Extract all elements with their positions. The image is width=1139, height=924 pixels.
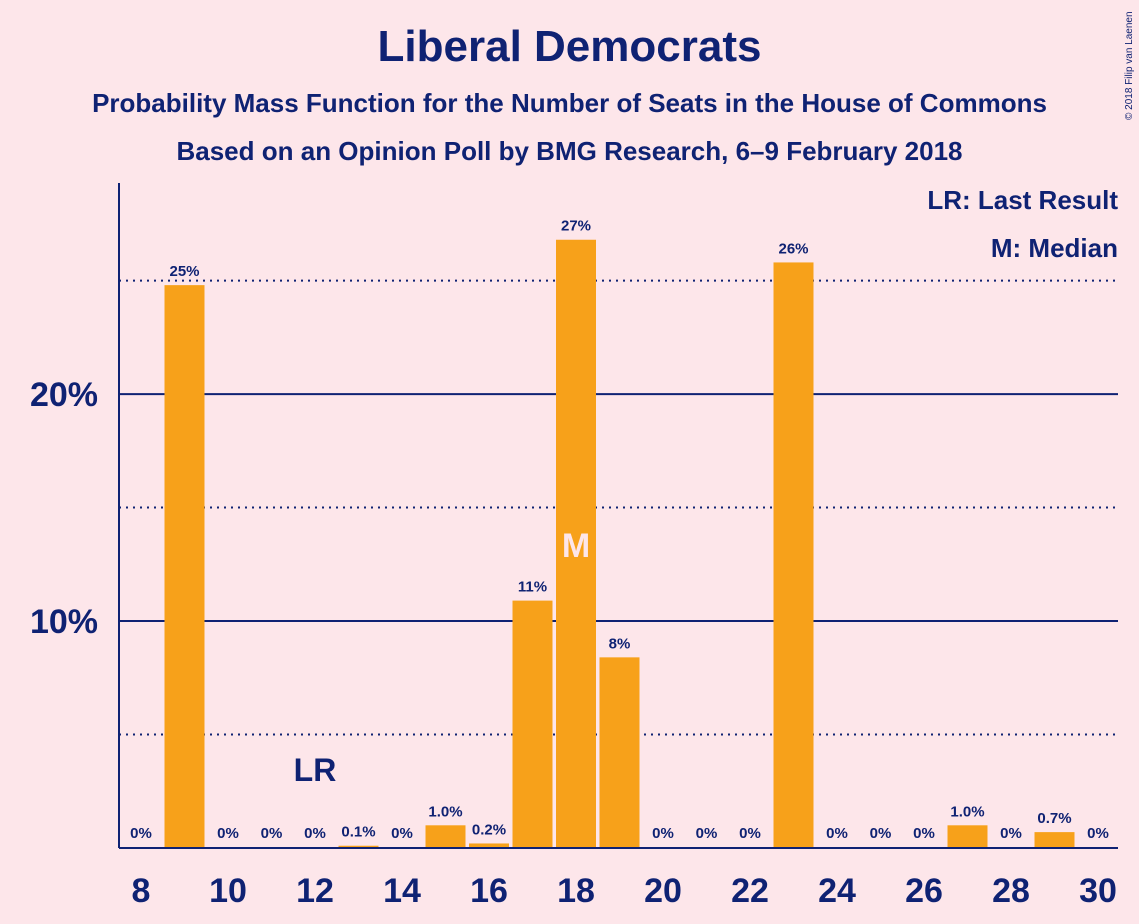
data-label-seat-24: 0%: [826, 825, 848, 842]
gridlines: [119, 279, 1118, 736]
data-label-seat-14: 0%: [391, 825, 413, 842]
data-label-seat-17: 11%: [518, 579, 547, 596]
y-tick-label-20: 20%: [30, 376, 98, 414]
bar-seat-27: [947, 825, 988, 848]
data-label-seat-23: 26%: [778, 240, 808, 257]
data-label-seat-27: 1.0%: [950, 803, 984, 820]
bar-seat-13: [338, 845, 379, 848]
bar-seat-17: [512, 600, 553, 848]
data-labels: 0% 25% 0% 0% 0% 0.1% 0% 1.0% 0.2% 11% 27% 8% 0% 0% 0% 2…: [130, 218, 1109, 842]
data-label-seat-20: 0%: [652, 825, 674, 842]
bar-seat-16: [469, 843, 509, 848]
chart-title: Liberal Democrats: [377, 22, 762, 71]
chart-subtitle-1: Probability Mass Function for the Number…: [92, 88, 1047, 118]
chart-subtitle-2: Based on an Opinion Poll by BMG Research…: [176, 136, 963, 166]
data-label-seat-25: 0%: [870, 825, 892, 842]
x-tick-label-30: 30: [1079, 872, 1117, 910]
tick-labels: 8 10 12 14 16 18 20 22 24 26 28 30 10% 20%: [30, 376, 1117, 910]
x-tick-label-24: 24: [818, 872, 856, 910]
x-tick-label-28: 28: [992, 872, 1030, 910]
x-tick-label-14: 14: [383, 872, 421, 910]
bar-seat-15: [425, 825, 466, 848]
data-label-seat-12: 0%: [304, 825, 326, 842]
bar-seat-23: [773, 262, 814, 848]
data-label-seat-9: 25%: [169, 263, 199, 280]
data-label-seat-22: 0%: [739, 825, 761, 842]
y-tick-label-10: 10%: [30, 603, 98, 641]
x-tick-label-26: 26: [905, 872, 943, 910]
bar-seat-29: [1034, 832, 1075, 848]
data-label-seat-11: 0%: [261, 825, 283, 842]
bar-seat-19: [599, 657, 640, 848]
legend-last-result: LR: Last Result: [927, 185, 1118, 215]
x-tick-label-10: 10: [209, 872, 247, 910]
x-tick-label-12: 12: [296, 872, 334, 910]
last-result-marker: LR: [294, 752, 337, 788]
x-tick-label-8: 8: [132, 872, 151, 910]
x-tick-label-20: 20: [644, 872, 682, 910]
axes: [118, 183, 1118, 849]
legend: LR: Last Result M: Median: [927, 185, 1118, 263]
data-label-seat-19: 8%: [609, 635, 631, 652]
x-tick-label-22: 22: [731, 872, 769, 910]
legend-median: M: Median: [991, 233, 1118, 263]
data-label-seat-21: 0%: [696, 825, 718, 842]
data-label-seat-13: 0.1%: [341, 824, 375, 841]
data-label-seat-8: 0%: [130, 825, 152, 842]
bar-seat-18: [556, 239, 596, 849]
x-tick-label-16: 16: [470, 872, 508, 910]
data-label-seat-28: 0%: [1000, 825, 1022, 842]
data-label-seat-26: 0%: [913, 825, 935, 842]
x-tick-label-18: 18: [557, 872, 595, 910]
data-label-seat-16: 0.2%: [472, 821, 506, 838]
bars: [164, 239, 1075, 849]
data-label-seat-30: 0%: [1087, 825, 1109, 842]
data-label-seat-10: 0%: [217, 825, 239, 842]
median-marker: M: [562, 527, 590, 565]
data-label-seat-29: 0.7%: [1037, 810, 1071, 827]
bar-seat-9: [164, 285, 205, 848]
data-label-seat-18: 27%: [561, 218, 591, 235]
data-label-seat-15: 1.0%: [428, 803, 462, 820]
